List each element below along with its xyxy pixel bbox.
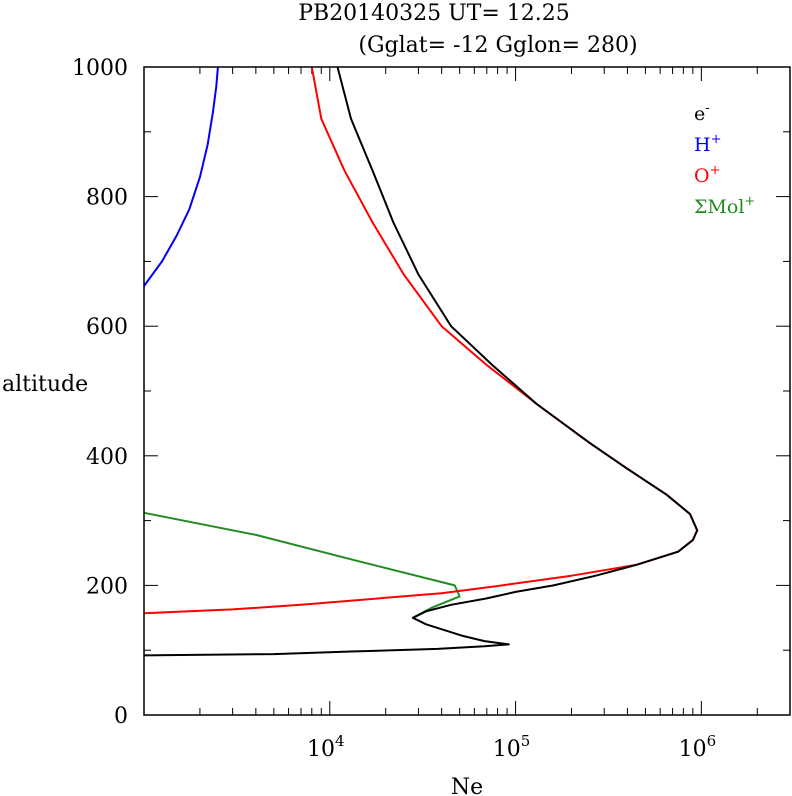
y-tick-label: 1000 — [72, 56, 128, 81]
x-axis-label: Ne — [451, 775, 483, 796]
chart-title-line1: PB20140325 UT= 12.25 — [298, 1, 570, 26]
x-tick-label: 105 — [493, 732, 531, 762]
y-axis-label: altitude — [2, 372, 88, 397]
y-tick-label: 0 — [114, 704, 128, 729]
x-tick-labels: 104 105 106 — [307, 732, 716, 762]
y-tick-label: 400 — [86, 445, 128, 470]
curves-group — [143, 66, 699, 657]
legend-entry: e- — [694, 101, 710, 125]
x-tick-label: 104 — [307, 732, 345, 762]
x-tick-label: 106 — [679, 732, 717, 762]
y-tick-labels: 0 200 400 600 800 1000 — [72, 56, 128, 729]
legend-entry: H+ — [694, 132, 721, 156]
legend: e- H+ O+ ΣMol+ — [694, 101, 755, 218]
y-tick-label: 200 — [86, 574, 128, 599]
series-curve-2 — [143, 511, 461, 619]
series-curve-4 — [143, 66, 699, 657]
y-tick-label: 800 — [86, 186, 128, 211]
series-curve-1 — [143, 66, 219, 287]
plot-frame — [143, 66, 791, 716]
series-curve-3 — [143, 66, 699, 615]
y-tick-label: 600 — [86, 315, 128, 340]
legend-entry: ΣMol+ — [694, 194, 755, 218]
chart-title-line2: (Gglat= -12 Gglon= 280) — [358, 33, 637, 58]
legend-entry: O+ — [694, 163, 720, 187]
